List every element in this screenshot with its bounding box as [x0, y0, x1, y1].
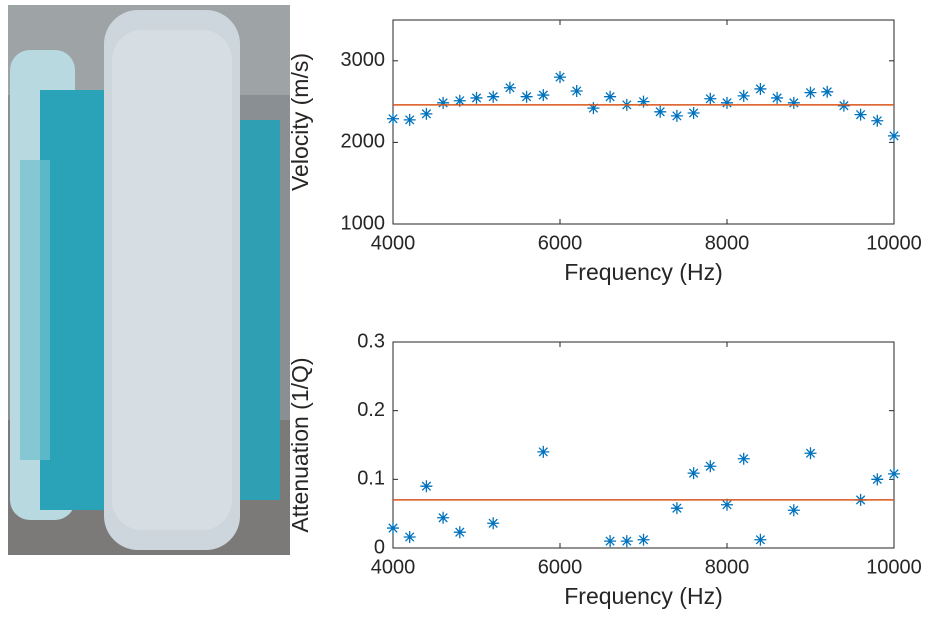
y-tick-label: 0.1 [357, 468, 385, 490]
data-point [871, 114, 884, 127]
data-point [804, 447, 817, 460]
data-point [604, 535, 617, 548]
data-point [670, 502, 683, 515]
data-point [437, 511, 450, 524]
data-point [804, 86, 817, 99]
data-point [687, 467, 700, 480]
data-point [888, 467, 900, 480]
data-point [604, 90, 617, 103]
x-tick-label: 4000 [371, 556, 416, 578]
data-point [420, 107, 433, 120]
data-point [570, 84, 583, 97]
y-tick-label: 0.3 [357, 330, 385, 352]
data-point [888, 129, 900, 142]
plot-area [392, 19, 895, 225]
data-point [871, 473, 884, 486]
x-tick-label: 10000 [866, 232, 922, 254]
data-point [470, 91, 483, 104]
sample-photo [8, 5, 290, 555]
data-point [721, 498, 733, 511]
data-point [821, 85, 834, 98]
data-point [670, 109, 683, 122]
y-axis-title: Velocity (m/s) [287, 53, 313, 191]
x-tick-label: 6000 [538, 232, 583, 254]
data-point [704, 92, 717, 105]
data-point [520, 90, 533, 103]
y-tick-label: 3000 [341, 49, 386, 71]
data-point [537, 445, 550, 458]
data-point [704, 460, 717, 473]
x-tick-label: 8000 [705, 556, 750, 578]
data-point [721, 96, 733, 109]
data-point [737, 89, 750, 102]
data-point [487, 517, 500, 530]
data-point [387, 112, 399, 125]
x-tick-label: 10000 [866, 556, 922, 578]
data-point [854, 108, 867, 121]
data-point [453, 94, 466, 107]
x-tick-label: 6000 [538, 556, 583, 578]
data-point [637, 95, 650, 108]
y-axis-title: Attenuation (1/Q) [287, 357, 313, 532]
data-point [537, 89, 550, 102]
data-point [554, 71, 566, 84]
data-point [837, 99, 850, 112]
x-tick-label: 8000 [705, 232, 750, 254]
data-point [387, 522, 399, 535]
data-point [754, 82, 767, 95]
y-tick-label: 2000 [341, 131, 386, 153]
plot-area [392, 341, 895, 549]
data-point [487, 90, 500, 103]
x-axis-title: Frequency (Hz) [564, 583, 722, 609]
data-point [503, 81, 516, 94]
y-tick-label: 0 [374, 536, 385, 558]
x-axis-title: Frequency (Hz) [564, 259, 722, 285]
data-point [437, 96, 450, 109]
data-point [687, 107, 700, 120]
x-tick-label: 4000 [371, 232, 416, 254]
data-point [620, 535, 633, 548]
data-point [654, 105, 667, 118]
data-point [403, 531, 416, 544]
data-point [587, 102, 600, 115]
data-point [771, 91, 784, 104]
data-point [754, 533, 767, 546]
y-tick-label: 0.2 [357, 399, 385, 421]
data-point [403, 113, 416, 126]
data-point [737, 452, 750, 465]
data-point [637, 533, 650, 546]
data-point [453, 526, 466, 539]
data-point [420, 480, 433, 493]
y-tick-label: 1000 [341, 212, 386, 234]
data-point [787, 504, 800, 517]
data-point [787, 96, 800, 109]
